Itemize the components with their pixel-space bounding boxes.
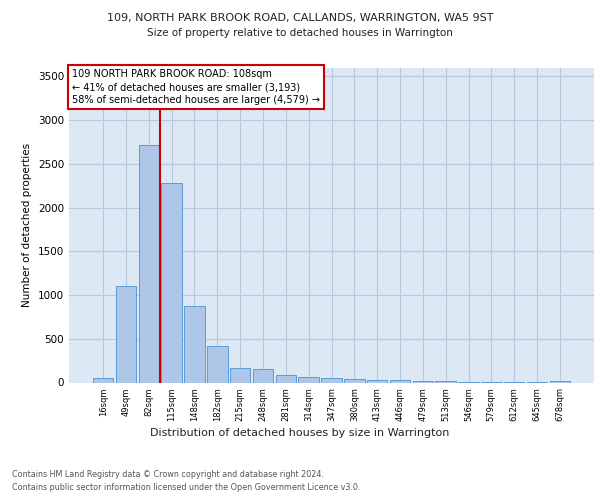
Text: Contains HM Land Registry data © Crown copyright and database right 2024.: Contains HM Land Registry data © Crown c… [12,470,324,479]
Text: 109 NORTH PARK BROOK ROAD: 108sqm
← 41% of detached houses are smaller (3,193)
5: 109 NORTH PARK BROOK ROAD: 108sqm ← 41% … [71,69,320,106]
Bar [275,374,296,382]
Bar [184,306,205,382]
Text: Size of property relative to detached houses in Warrington: Size of property relative to detached ho… [147,28,453,38]
Bar [344,378,365,382]
Text: Distribution of detached houses by size in Warrington: Distribution of detached houses by size … [151,428,449,438]
Bar [550,381,570,382]
Bar [207,346,227,383]
Bar [161,183,182,382]
Bar [298,377,319,382]
Bar [116,286,136,382]
Bar [93,378,113,382]
Bar [413,381,433,382]
Bar [321,378,342,382]
Bar [253,368,273,382]
Y-axis label: Number of detached properties: Number of detached properties [22,143,32,307]
Bar [436,381,456,382]
Bar [367,380,388,382]
Bar [139,144,159,382]
Text: 109, NORTH PARK BROOK ROAD, CALLANDS, WARRINGTON, WA5 9ST: 109, NORTH PARK BROOK ROAD, CALLANDS, WA… [107,12,493,22]
Bar [390,380,410,382]
Text: Contains public sector information licensed under the Open Government Licence v3: Contains public sector information licen… [12,484,361,492]
Bar [230,368,250,382]
